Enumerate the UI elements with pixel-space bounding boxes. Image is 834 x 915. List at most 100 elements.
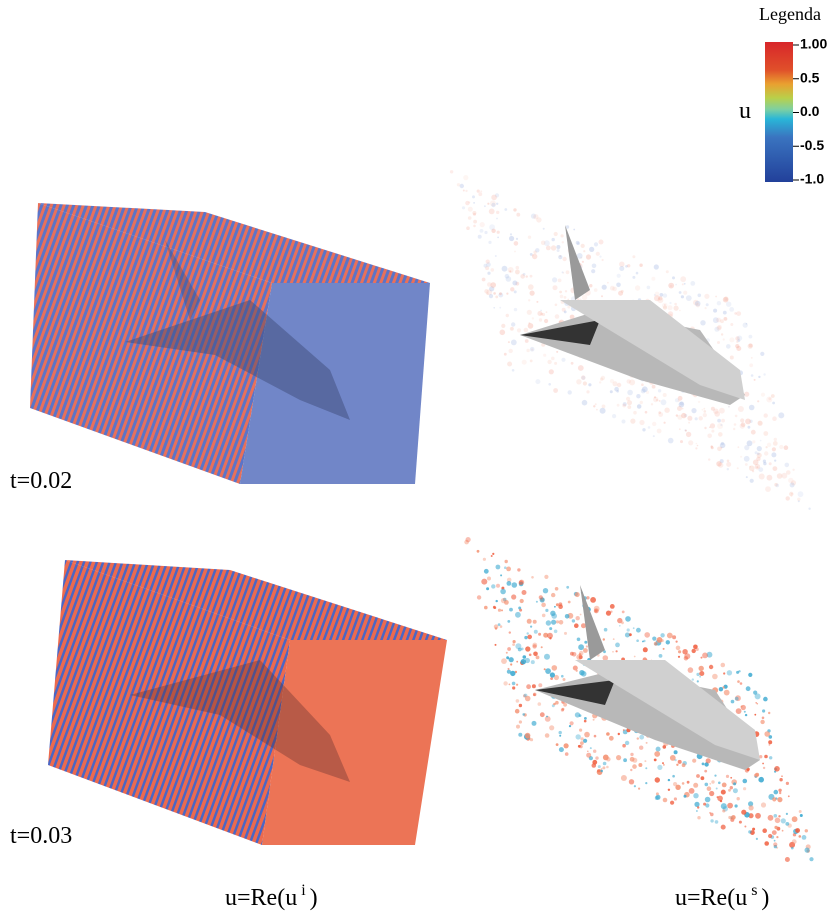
particle [513, 208, 516, 211]
particle [590, 597, 596, 603]
particle [767, 443, 771, 447]
particle [625, 616, 631, 622]
particle [535, 379, 540, 384]
colorbar-tick-label: -1.0 [800, 171, 824, 187]
colorbar-tick-label: 1.00 [800, 36, 827, 52]
particle [704, 294, 709, 299]
particle [480, 222, 485, 227]
particle [781, 818, 786, 823]
particle [629, 779, 634, 784]
particle [593, 750, 596, 753]
particle [596, 252, 600, 256]
particle [627, 405, 631, 409]
particle [577, 638, 581, 642]
particle [645, 411, 648, 414]
particle [527, 635, 532, 640]
particle [556, 743, 559, 746]
particle [666, 270, 669, 273]
particle [658, 389, 661, 392]
particle [491, 203, 495, 207]
particle [637, 404, 642, 409]
particle [556, 245, 560, 249]
particle [680, 440, 683, 443]
particle [643, 640, 645, 642]
particle [764, 755, 768, 759]
particle [584, 641, 587, 644]
particle [473, 225, 476, 228]
particle [645, 767, 647, 769]
particle [507, 362, 512, 367]
particle [590, 747, 592, 749]
particle [533, 652, 538, 657]
particle [668, 438, 674, 444]
particle [755, 693, 761, 699]
particle [779, 445, 783, 449]
particle [678, 656, 680, 658]
particle [788, 795, 790, 797]
particle [639, 746, 643, 750]
particle [522, 590, 527, 595]
particle [714, 411, 720, 417]
particle [514, 251, 516, 253]
particle [730, 356, 734, 360]
particle [503, 681, 507, 685]
particle [692, 649, 696, 653]
particle [561, 708, 564, 711]
particle [714, 775, 716, 777]
particle [634, 656, 636, 658]
particle [752, 828, 755, 831]
particle [657, 429, 662, 434]
particle [519, 704, 522, 707]
particle [531, 576, 534, 579]
particle [522, 360, 527, 365]
particle [733, 782, 736, 785]
particle [602, 766, 605, 769]
particle [468, 216, 472, 220]
particle [679, 428, 681, 430]
particle [697, 680, 699, 682]
particle [498, 609, 501, 612]
particle [655, 777, 660, 782]
particle [551, 245, 556, 250]
particle [704, 427, 706, 429]
particle [545, 668, 551, 674]
particle [487, 203, 489, 205]
particle [786, 496, 790, 500]
particle [785, 822, 789, 826]
particle [717, 419, 721, 423]
particle [546, 620, 551, 625]
particle [621, 290, 624, 293]
particle [466, 537, 471, 542]
particle [761, 802, 766, 807]
particle [524, 636, 527, 639]
particle [539, 318, 542, 321]
particle [709, 783, 711, 785]
particle [662, 762, 664, 764]
particle [514, 308, 517, 311]
particle [512, 682, 516, 686]
particle [550, 677, 553, 680]
particle [592, 264, 597, 269]
particle [735, 697, 739, 701]
particle [536, 601, 538, 603]
particle [721, 790, 726, 795]
particle [593, 405, 595, 407]
particle [582, 295, 588, 301]
particle [533, 693, 537, 697]
legend-title: Legenda [759, 4, 821, 24]
particle [634, 785, 636, 787]
particle [606, 766, 609, 769]
particle [525, 696, 531, 702]
particle [559, 747, 564, 752]
particle [757, 400, 759, 402]
particle [709, 791, 714, 796]
particle [682, 782, 685, 785]
particle [717, 325, 722, 330]
particle [532, 644, 536, 648]
particle [697, 445, 699, 447]
particle [553, 285, 558, 290]
particle [543, 354, 546, 357]
particle [614, 387, 619, 392]
particle [795, 828, 800, 833]
particle [618, 733, 620, 735]
